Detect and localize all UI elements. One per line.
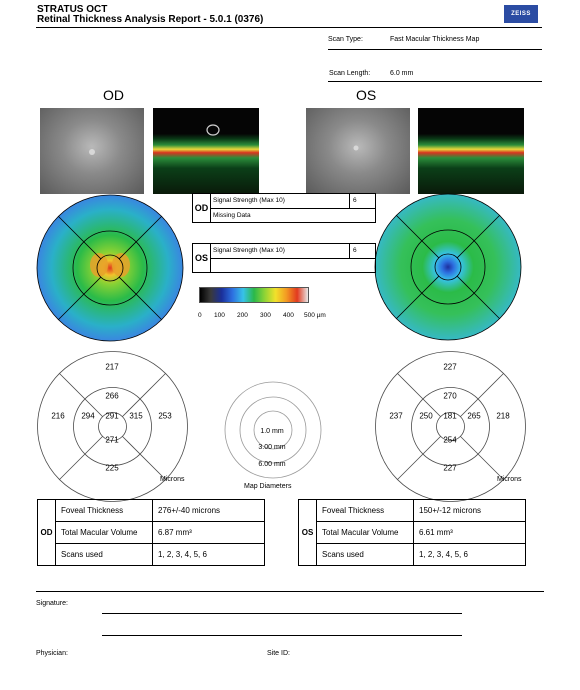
od-signal-eye: OD (193, 194, 211, 222)
map-diameters-caption: Map Diameters (244, 483, 292, 490)
od-temporal-inner: 315 (129, 411, 143, 421)
od-nasal-outer: 216 (51, 411, 65, 421)
os-summary-table: OS Foveal Thickness 150+/-12 microns Tot… (298, 499, 526, 566)
os-signal-box: OS Signal Strength (Max 10) 6 (192, 243, 376, 273)
thickness-color-scale (199, 287, 309, 303)
od-foveal-value: 276+/-40 microns (152, 499, 265, 522)
os-foveal-value: 150+/-12 microns (413, 499, 526, 522)
os-signal-eye: OS (193, 244, 211, 272)
signature-line[interactable] (102, 613, 462, 614)
report-subtitle: Retinal Thickness Analysis Report - 5.0.… (37, 14, 264, 25)
scan-type-label: Scan Type: (328, 36, 363, 43)
os-thickness-map (374, 193, 522, 341)
os-table-eye: OS (298, 499, 317, 566)
od-signal-label: Signal Strength (Max 10) (213, 197, 285, 204)
od-table-eye: OD (37, 499, 56, 566)
os-temporal-outer: 218 (496, 411, 510, 421)
od-heading: OD (103, 87, 124, 103)
signature-label: Signature: (36, 600, 68, 607)
os-volume-label: Total Macular Volume (316, 521, 414, 544)
od-bscan-detail (206, 124, 220, 136)
od-fundus-image (40, 108, 144, 194)
scan-type-value: Fast Macular Thickness Map (390, 36, 480, 43)
os-temporal-inner: 265 (467, 411, 481, 421)
od-bscan-image (153, 108, 259, 194)
table-row: Scans used 1, 2, 3, 4, 5, 6 (299, 543, 526, 566)
od-inferior-inner: 271 (105, 435, 119, 445)
table-row: OD Foveal Thickness 276+/-40 microns (37, 499, 265, 566)
od-signal-note: Missing Data (213, 212, 251, 219)
od-superior-inner: 266 (105, 391, 119, 401)
od-temporal-outer: 253 (158, 411, 172, 421)
table-row: Scans used 1, 2, 3, 4, 5, 6 (38, 543, 265, 566)
scale-tick: 100 (214, 312, 225, 319)
scale-tick: 400 (283, 312, 294, 319)
map-diameters-diagram (224, 381, 322, 479)
os-inferior-inner: 254 (443, 435, 457, 445)
os-bscan-image (418, 108, 524, 194)
os-scans-label: Scans used (316, 543, 414, 566)
report-title: STRATUS OCT (37, 4, 108, 15)
od-signal-row: Signal Strength (Max 10) 6 (211, 194, 375, 209)
table-row: OS Foveal Thickness 150+/-12 microns (298, 499, 526, 566)
od-thickness-map (36, 194, 184, 342)
os-signal-value: 6 (353, 247, 357, 254)
os-superior-outer: 227 (443, 362, 457, 372)
scale-tick: 200 (237, 312, 248, 319)
diameter-3mm-label: 3.00 mm (258, 444, 286, 451)
os-foveal-label: Foveal Thickness (316, 499, 414, 522)
os-scans-value: 1, 2, 3, 4, 5, 6 (413, 543, 526, 566)
table-row: Total Macular Volume 6.61 mm³ (299, 521, 526, 544)
od-inferior-outer: 225 (105, 463, 119, 473)
site-id-label: Site ID: (267, 650, 290, 657)
scan-type-divider (328, 49, 542, 50)
zeiss-logo: ZEISS (504, 5, 538, 23)
od-scans-value: 1, 2, 3, 4, 5, 6 (152, 543, 265, 566)
os-units-label: Microns (497, 476, 522, 483)
od-signal-value: 6 (353, 197, 357, 204)
scale-tick: 0 (198, 312, 202, 319)
od-signal-divider (349, 194, 350, 209)
scan-length-label: Scan Length: (329, 70, 371, 77)
od-center: 291 (105, 411, 119, 421)
diameter-1mm-label: 1.0 mm (260, 428, 284, 435)
scale-tick: 500 µm (304, 312, 326, 319)
os-center: 181 (443, 411, 457, 421)
os-nasal-inner: 250 (419, 411, 433, 421)
os-signal-divider (349, 244, 350, 259)
footer-divider (36, 591, 544, 592)
os-signal-row: Signal Strength (Max 10) 6 (211, 244, 375, 259)
od-superior-outer: 217 (105, 362, 119, 372)
signature-line-2[interactable] (102, 635, 462, 636)
physician-label: Physician: (36, 650, 68, 657)
os-fundus-image (306, 108, 410, 194)
od-units-label: Microns (160, 476, 185, 483)
od-summary-table: OD Foveal Thickness 276+/-40 microns Tot… (37, 499, 265, 566)
od-scans-label: Scans used (55, 543, 153, 566)
scale-tick: 300 (260, 312, 271, 319)
header-divider (36, 27, 542, 28)
os-signal-label: Signal Strength (Max 10) (213, 247, 285, 254)
os-heading: OS (356, 87, 377, 103)
scan-length-value: 6.0 mm (390, 70, 414, 77)
od-volume-value: 6.87 mm³ (152, 521, 265, 544)
os-inferior-outer: 227 (443, 463, 457, 473)
od-fundus-vessels (89, 149, 95, 155)
os-volume-value: 6.61 mm³ (413, 521, 526, 544)
od-nasal-inner: 294 (81, 411, 95, 421)
scan-length-divider (328, 81, 542, 82)
os-fundus-vessels (353, 145, 359, 151)
os-nasal-outer: 237 (389, 411, 403, 421)
table-row: Total Macular Volume 6.87 mm³ (38, 521, 265, 544)
os-superior-inner: 270 (443, 391, 457, 401)
od-foveal-label: Foveal Thickness (55, 499, 153, 522)
diameter-6mm-label: 6.00 mm (258, 461, 286, 468)
od-volume-label: Total Macular Volume (55, 521, 153, 544)
od-signal-box: OD Signal Strength (Max 10) 6 Missing Da… (192, 193, 376, 223)
